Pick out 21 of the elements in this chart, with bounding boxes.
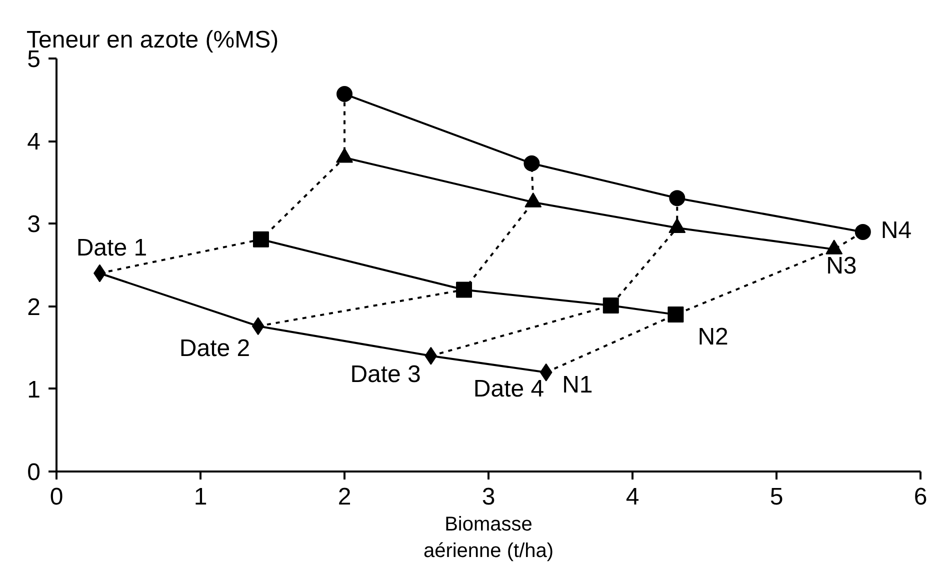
x-tick-label: 1 (194, 484, 208, 510)
x-tick-label: 0 (50, 484, 64, 510)
series-label: N2 (698, 324, 728, 351)
series-label: Date 4 (473, 375, 544, 402)
series-label: Date 3 (350, 360, 421, 388)
y-tick-label: 3 (27, 211, 41, 238)
x-axis-title: Biomasse aérienne (t/ha) (423, 514, 554, 562)
y-tick-label: 4 (27, 128, 41, 156)
series-label: Date 1 (76, 234, 148, 262)
x-tick-label: 5 (770, 484, 784, 510)
x-tick-label: 6 (914, 484, 928, 510)
series-label: N4 (880, 216, 912, 244)
series-label: Date 2 (179, 335, 250, 362)
y-tick-label: 1 (27, 376, 41, 404)
x-tick-label: 2 (338, 484, 352, 510)
y-tick-label: 2 (27, 294, 41, 321)
series-label: N1 (562, 371, 593, 398)
y-tick-label: 0 (27, 459, 41, 486)
series-label: N3 (826, 252, 857, 280)
x-tick-label: 3 (482, 484, 496, 510)
x-tick-label: 4 (626, 484, 640, 510)
